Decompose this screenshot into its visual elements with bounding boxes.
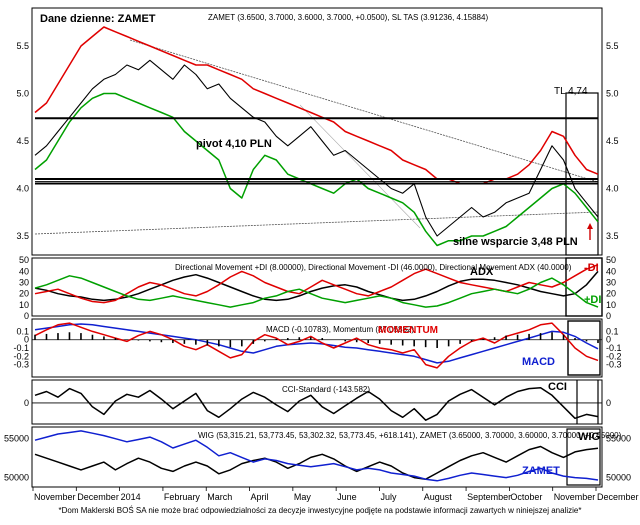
ytick-left-macd: 0 (24, 335, 29, 345)
wig-series-wig (34, 445, 599, 480)
ytick-right-price: 5.0 (606, 89, 619, 99)
ytick-right-macd: -0.2 (606, 351, 622, 361)
ytick-left-price: 4.5 (16, 136, 29, 146)
xtick-label: August (424, 492, 453, 502)
ytick-right-price: 4.5 (606, 136, 619, 146)
ytick-left-adx: 50 (19, 255, 29, 265)
ytick-right-adx: 30 (606, 278, 616, 288)
cci-line-label: CCI (548, 381, 567, 393)
xtick-label: February (164, 492, 201, 502)
ytick-left-price: 3.5 (16, 231, 29, 241)
wig-panel (31, 426, 603, 488)
price-corner-label: Dane dzienne: ZAMET (40, 13, 156, 25)
xtick-label: October (510, 492, 542, 502)
price-series-sl-tas-low (34, 92, 599, 247)
ytick-left-wig: 55000 (4, 434, 29, 444)
macd-panel (31, 318, 603, 378)
ytick-right-adx: 50 (606, 255, 616, 265)
macd-line-label: MACD (522, 356, 555, 368)
xtick-label: December (597, 492, 639, 502)
ytick-right-adx: 40 (606, 266, 616, 276)
zamet-line-label: ZAMET (522, 465, 560, 477)
ytick-left-cci: 0 (24, 398, 29, 408)
cci-series-cci-standard (34, 386, 599, 421)
wig-annotation-frame (566, 428, 601, 486)
price-indicator-text: ZAMET (3.6500, 3.7000, 3.6000, 3.7000, +… (208, 13, 488, 22)
momentum-label: MOMENTUM (378, 325, 438, 336)
xtick-label: 2014 (121, 492, 141, 502)
adx-series--di (34, 275, 599, 308)
xtick-label: May (294, 492, 312, 502)
ytick-right-wig: 55000 (606, 434, 631, 444)
support-arrow-head (587, 223, 593, 229)
xtick-label: March (207, 492, 232, 502)
price-series-zamet (34, 59, 599, 237)
xtick-label: September (467, 492, 511, 502)
ytick-left-adx: 10 (19, 300, 29, 310)
ytick-left-macd: -0.3 (13, 360, 29, 370)
ytick-right-wig: 50000 (606, 473, 631, 483)
ytick-left-price: 5.5 (16, 41, 29, 51)
ytick-right-macd: -0.1 (606, 343, 622, 353)
ytick-left-macd: -0.1 (13, 343, 29, 353)
ytick-left-wig: 50000 (4, 473, 29, 483)
ytick-right-price: 3.5 (606, 231, 619, 241)
ytick-right-price: 5.5 (606, 41, 619, 51)
xtick-label: November (34, 492, 76, 502)
level-label-tl: TL 4,74 (554, 86, 588, 97)
price-panel (31, 7, 603, 256)
wig-line-label: WIG (578, 431, 600, 443)
plus-di-label: +DI (584, 294, 601, 306)
adx-indicator-text: Directional Movement +DI (8.00000), Dire… (175, 263, 572, 272)
support-label: silne wsparcie 3,48 PLN (453, 236, 578, 248)
minus-di-label: -DI (584, 262, 599, 274)
macd-series-macd (34, 323, 599, 364)
xtick-label: July (380, 492, 397, 502)
ytick-right-price: 4.0 (606, 184, 619, 194)
xtick-label: April (251, 492, 269, 502)
macd-series-momentum (34, 322, 599, 369)
ytick-right-adx: 20 (606, 289, 616, 299)
ytick-left-adx: 40 (19, 266, 29, 276)
ytick-left-adx: 20 (19, 289, 29, 299)
cci-panel (31, 379, 603, 425)
ytick-right-macd: -0.3 (606, 360, 622, 370)
ytick-right-cci: 0 (606, 398, 611, 408)
ytick-right-adx: 0 (606, 311, 611, 321)
wig-series-zamet (34, 430, 599, 482)
cci-indicator-text: CCI-Standard (-143.582) (282, 385, 370, 394)
xtick-label: November (554, 492, 596, 502)
wig-indicator-text: WIG (53,315.21, 53,773.45, 53,302.32, 53… (198, 431, 622, 440)
ytick-right-macd: 0.1 (606, 326, 619, 336)
ytick-right-adx: 10 (606, 300, 616, 310)
macd-annotation-frame (567, 320, 601, 376)
level-label-pivot: pivot 4,10 PLN (196, 138, 272, 150)
ytick-left-price: 4.0 (16, 184, 29, 194)
adx-line-label: ADX (470, 266, 494, 278)
xtick-label: December (77, 492, 119, 502)
uptrend-support-line (34, 211, 599, 235)
ytick-left-macd: 0.1 (16, 326, 29, 336)
ytick-left-macd: -0.2 (13, 351, 29, 361)
xtick-label: June (337, 492, 357, 502)
ytick-right-macd: 0 (606, 335, 611, 345)
downtrend-line (129, 39, 599, 183)
footer-disclaimer: *Dom Maklerski BOŚ SA nie może brać odpo… (59, 506, 582, 515)
steep-trend-line (299, 104, 421, 229)
ytick-left-price: 5.0 (16, 89, 29, 99)
ytick-left-adx: 0 (24, 311, 29, 321)
macd-indicator-text: MACD (-0.10783), Momentum (87.05882) (266, 325, 414, 334)
ytick-left-adx: 30 (19, 278, 29, 288)
